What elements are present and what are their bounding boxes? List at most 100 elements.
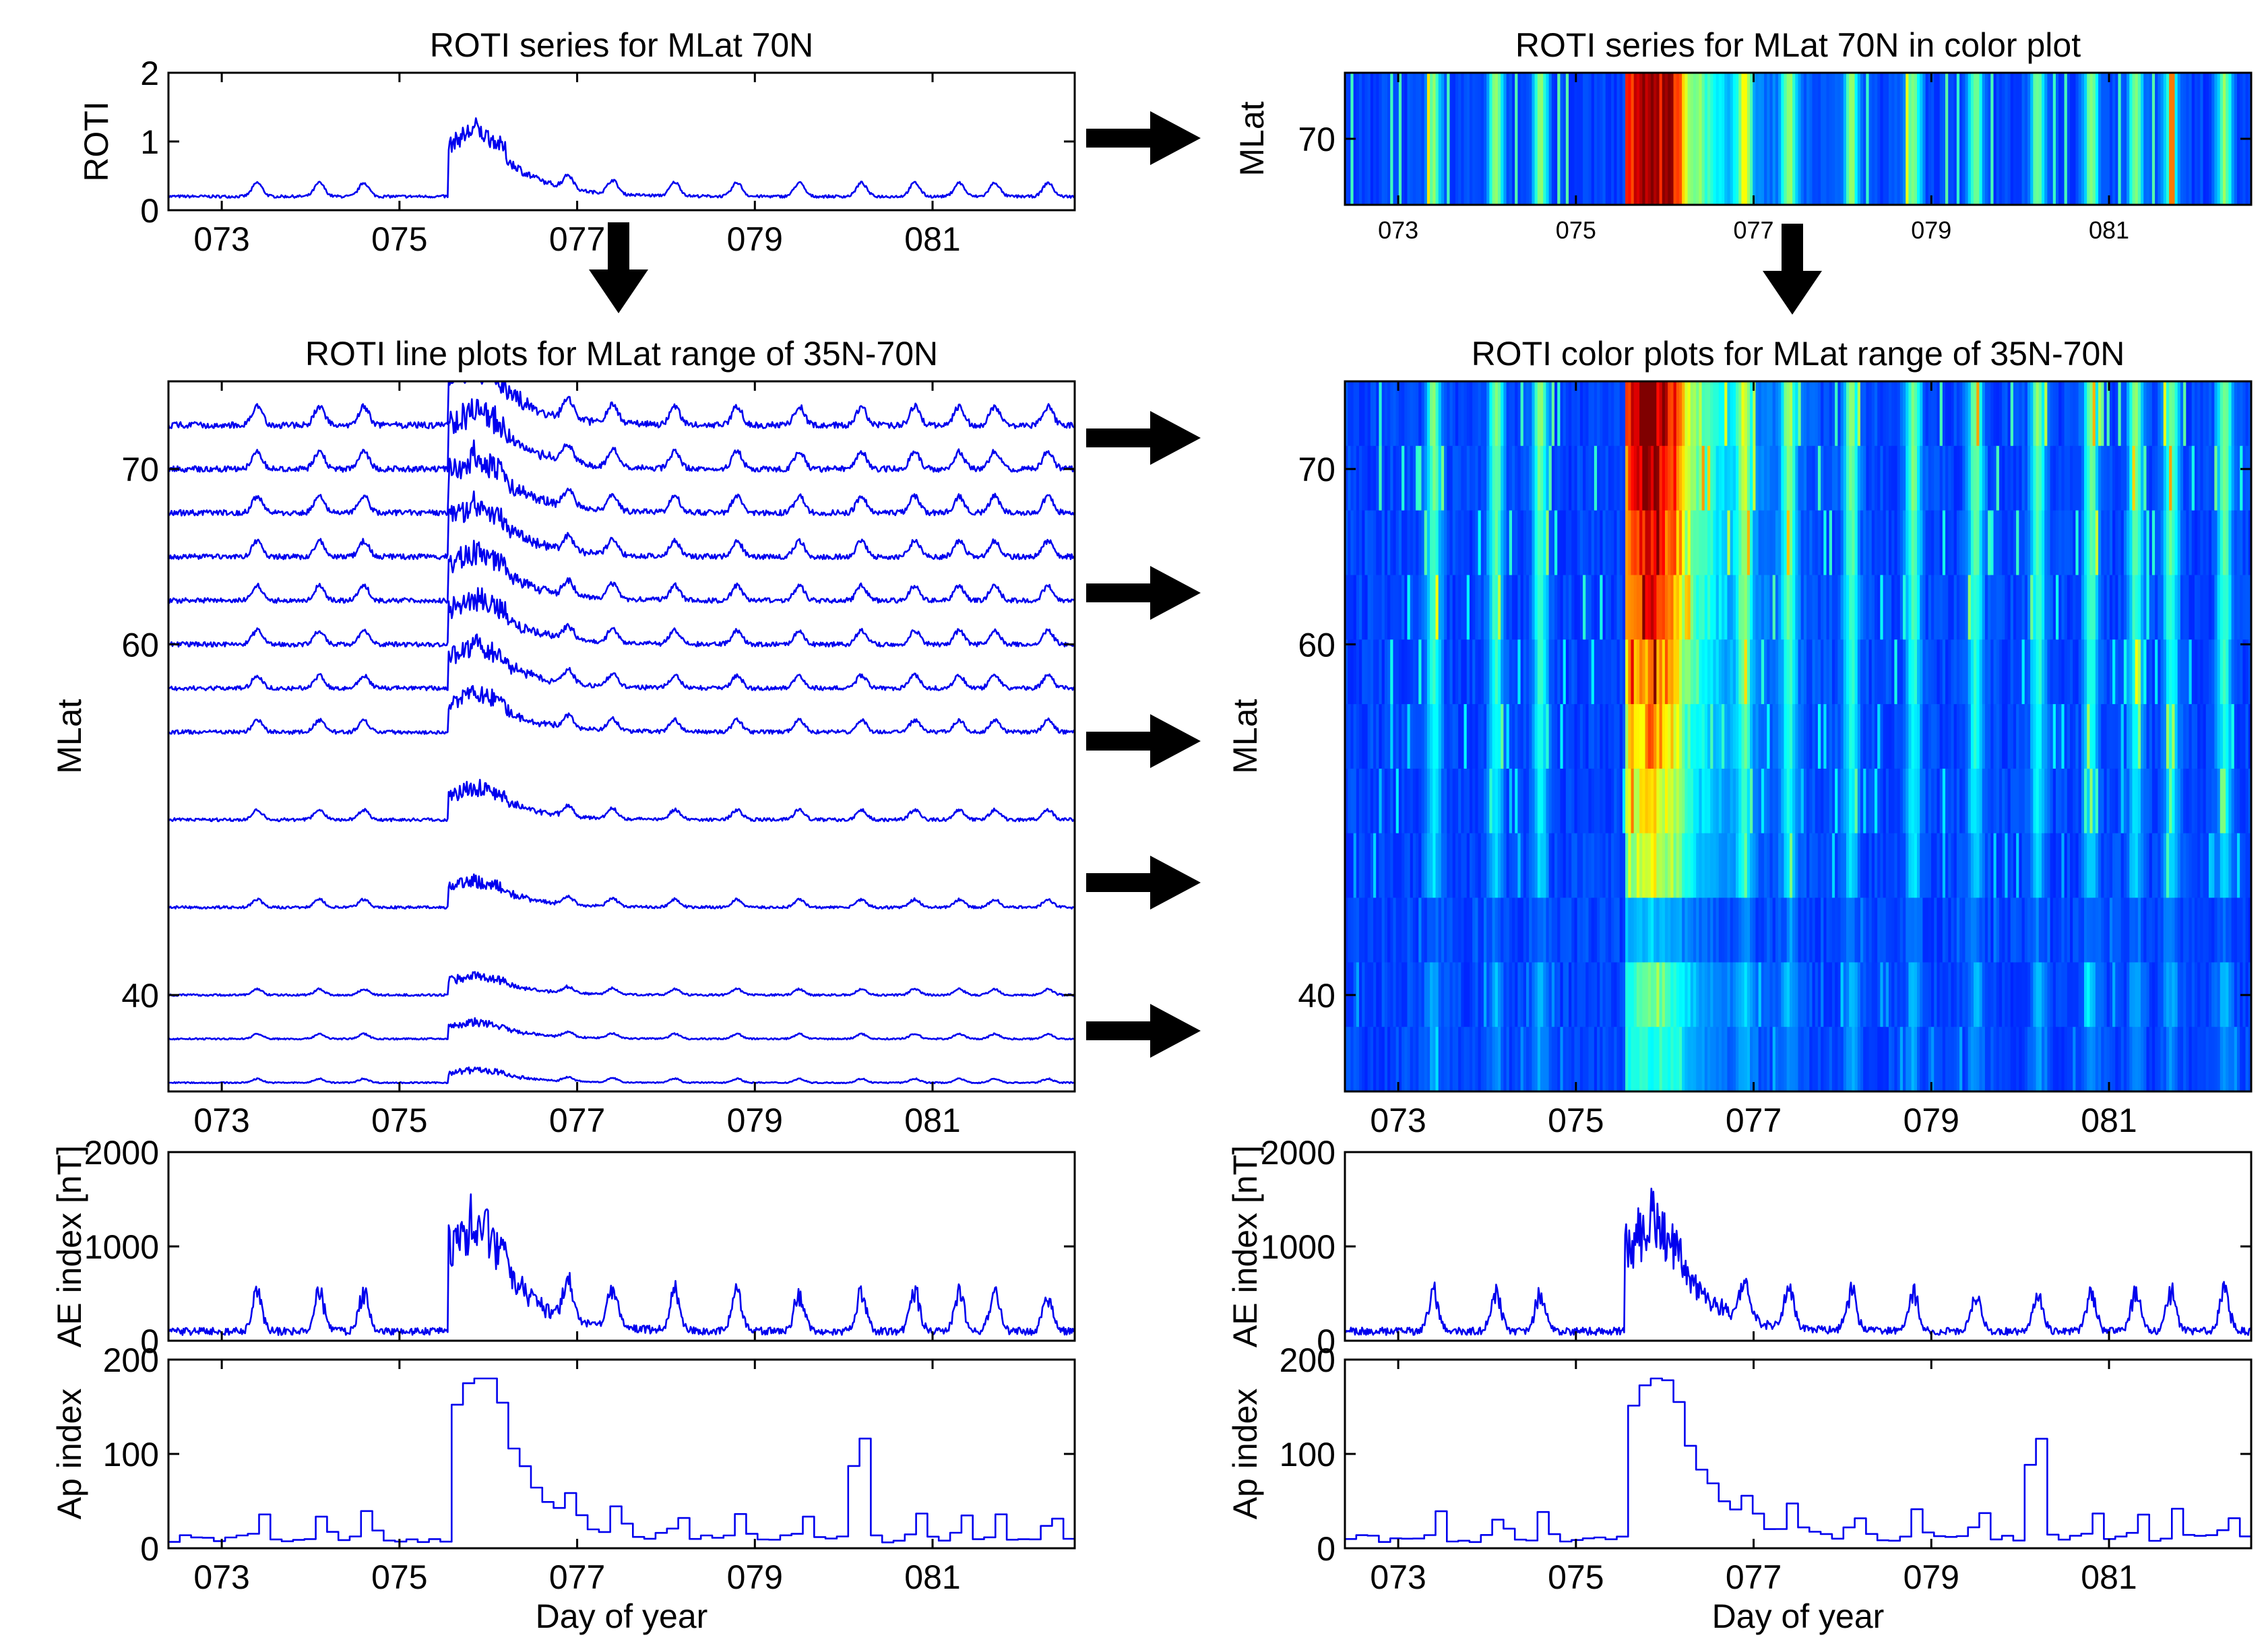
heat-cell (2050, 381, 2054, 447)
heat-cell (2044, 962, 2048, 1027)
heat-cell (1829, 1027, 1833, 1092)
heat-cell (1379, 1027, 1383, 1092)
heat-cell (1993, 381, 1997, 447)
y-axis-label: MLat (1226, 699, 1264, 773)
heat-cell (2135, 704, 2139, 769)
heat-cell (1730, 445, 1734, 511)
heat-cell (1928, 445, 1932, 511)
heat-cell (1515, 1027, 1518, 1092)
heat-cell (1565, 381, 1569, 447)
heat-cell-70n (1835, 73, 1838, 205)
heat-cell (2033, 897, 2037, 963)
heat-cell (1395, 381, 1399, 447)
heat-cell (1922, 1027, 1926, 1092)
heat-cell (1707, 833, 1711, 899)
heat-cell (1837, 445, 1842, 511)
heat-cell (1772, 381, 1776, 447)
heat-cell (1948, 510, 1952, 576)
heat-cell-70n (1965, 73, 1969, 205)
heat-cell (1707, 639, 1711, 705)
heat-cell (1899, 639, 1903, 705)
heat-cell (2228, 639, 2232, 705)
heat-cell (2087, 639, 2091, 705)
heat-cell (2073, 962, 2076, 1027)
heat-cell (2132, 575, 2136, 641)
heat-cell (1871, 897, 1875, 963)
heat-cell (1509, 1027, 1513, 1092)
heat-cell (1364, 639, 1368, 705)
y-tick-label: 70 (1298, 121, 1335, 158)
heat-cell (1877, 704, 1881, 769)
heat-cell (1784, 510, 1788, 576)
heat-cell (2005, 639, 2009, 705)
heat-cell (1687, 704, 1691, 769)
heat-cell (1430, 575, 1433, 641)
heat-cell (1563, 510, 1567, 576)
heat-cell (1914, 510, 1918, 576)
heat-cell (1614, 575, 1618, 641)
heat-cell (1914, 381, 1918, 447)
heat-cell (2236, 575, 2240, 641)
heat-cell (2191, 1027, 2195, 1092)
heat-cell (2127, 575, 2130, 641)
heat-cell (1515, 704, 1518, 769)
heat-cell (1656, 510, 1660, 576)
heat-cell (1874, 510, 1878, 576)
heat-cell (1854, 897, 1858, 963)
heat-cell (1608, 575, 1612, 641)
heat-cell (1579, 445, 1583, 511)
heat-cell (2041, 897, 2045, 963)
heat-cell (1376, 704, 1380, 769)
heat-cell (1452, 704, 1456, 769)
heat-cell (1920, 639, 1924, 705)
heat-cell (1889, 445, 1892, 511)
heat-cell (1569, 833, 1572, 899)
heat-cell (1993, 897, 1997, 963)
heat-cell (1611, 704, 1614, 769)
heat-cell (1939, 897, 1943, 963)
heat-cell (2030, 639, 2034, 705)
heat-cell (2036, 833, 2040, 899)
heat-cell (1781, 897, 1785, 963)
heat-cell-70n (2163, 73, 2167, 205)
heat-cell (1772, 1027, 1776, 1092)
heat-cell (1908, 768, 1912, 834)
heat-cell-70n (1585, 73, 1590, 205)
heat-cell (2155, 962, 2158, 1027)
heat-cell-70n (1433, 73, 1437, 205)
heat-cell (1591, 768, 1595, 834)
heat-cell-70n (2041, 73, 2045, 205)
heat-cell (1857, 768, 1861, 834)
heat-cell (2084, 768, 2087, 834)
heat-cell (1917, 1027, 1920, 1092)
heat-cell (2013, 639, 2017, 705)
heat-cell (1540, 575, 1544, 641)
heat-cell (1407, 445, 1411, 511)
heat-cell (1767, 639, 1771, 705)
heat-cell (1565, 833, 1569, 899)
heat-cell (1951, 445, 1955, 511)
heat-cell (2155, 445, 2158, 511)
heat-cell (1486, 445, 1490, 511)
heat-cell (1455, 704, 1459, 769)
heat-cell (1976, 1027, 1980, 1092)
heat-cell (1421, 768, 1425, 834)
heat-cell (2038, 768, 2042, 834)
heat-cell (2177, 639, 2181, 705)
heat-cell (1699, 962, 1703, 1027)
heat-cell-70n (1823, 73, 1827, 205)
heat-cell (1511, 639, 1515, 705)
heat-cell (1353, 833, 1357, 899)
heat-cell (1786, 704, 1790, 769)
heat-cell (1472, 833, 1476, 899)
heat-cell (2194, 704, 2198, 769)
heat-cell (1554, 962, 1558, 1027)
heat-cell-70n (1866, 73, 1870, 205)
heat-cell (1602, 897, 1606, 963)
heat-cell (1494, 381, 1499, 447)
heat-cell (2226, 575, 2229, 641)
heat-cell (1662, 1027, 1666, 1092)
heat-cell (1984, 833, 1988, 899)
arrow-right-icon (1086, 111, 1201, 165)
heat-cell (1979, 897, 1983, 963)
